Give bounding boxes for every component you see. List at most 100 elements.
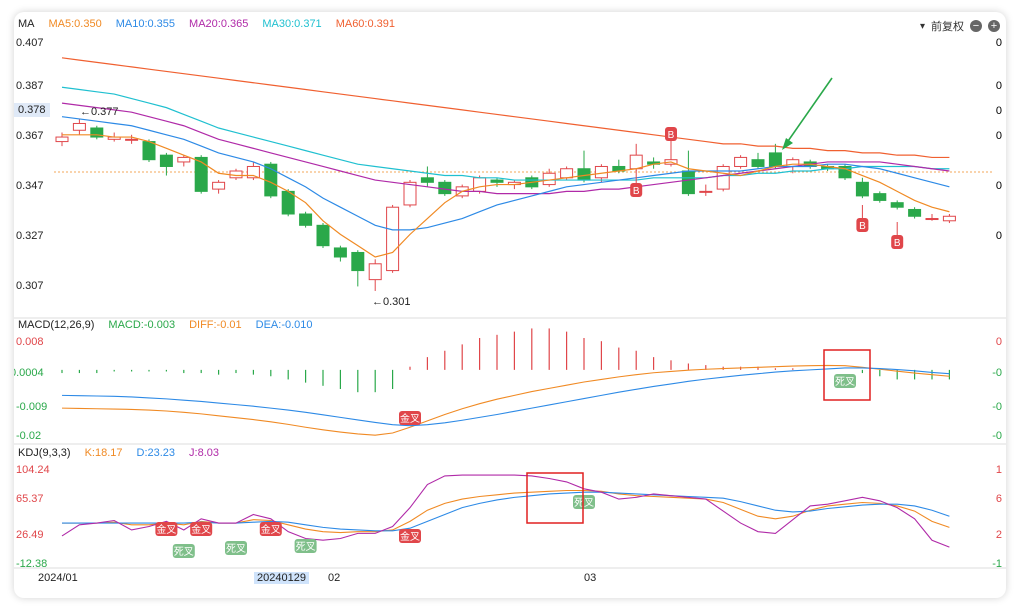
chevron-down-icon[interactable]: ▾ <box>919 20 925 32</box>
kdj-tick: 65.37 <box>16 493 44 505</box>
candle-body <box>908 208 922 217</box>
golden-cross-badge: 金叉 <box>191 523 211 536</box>
ma-legend-item: MA10:0.355 <box>115 18 176 30</box>
candle-body <box>716 165 730 190</box>
right-price-tick: 0 <box>995 80 1002 92</box>
candle-body <box>751 159 765 167</box>
golden-cross-badge: 金叉 <box>400 412 420 425</box>
right-price-tick: 0 <box>995 130 1002 142</box>
candle-body <box>403 181 417 206</box>
candle-body <box>159 154 173 167</box>
candle-body <box>55 136 69 143</box>
buy-signal-badge-bg <box>665 127 677 141</box>
golden-cross-badge-bg <box>399 411 421 425</box>
candle-body <box>873 193 887 201</box>
candle-body <box>194 156 208 192</box>
right-price-tick: 0 <box>995 105 1002 117</box>
right-kdj-tick: -1 <box>992 558 1002 570</box>
dead-cross-badge: 死叉 <box>226 543 246 555</box>
highlight-box <box>823 349 871 401</box>
macd-legend-label: MACD(12,26,9) <box>18 319 95 331</box>
candle-body <box>490 179 504 183</box>
candle-body <box>386 206 400 272</box>
high-annotation: ←0.377 <box>80 106 119 118</box>
candle-body <box>699 190 713 193</box>
j-line <box>61 474 950 548</box>
dea-line <box>61 367 950 427</box>
right-kdj-tick: 1 <box>995 464 1002 476</box>
macd-tick: 0.0004 <box>14 367 44 379</box>
candle-body <box>212 181 226 190</box>
candle-body <box>316 224 330 247</box>
candle-body <box>925 218 939 221</box>
candle-body <box>942 215 956 222</box>
candle-body <box>125 138 139 141</box>
right-macd-tick: -0 <box>992 367 1002 379</box>
candle-body <box>890 202 904 208</box>
price-adjust-select[interactable]: 前复权 <box>931 21 964 33</box>
buy-signal-badge: B <box>633 186 640 197</box>
macd-legend-item: MACD:-0.003 <box>108 319 176 331</box>
dead-cross-badge-bg <box>172 544 195 558</box>
kdj-legend-item: K:18.17 <box>84 447 123 459</box>
price-tick: 0.327 <box>16 230 44 242</box>
candle-body <box>681 170 695 195</box>
ma-legend-item: MA30:0.371 <box>262 18 322 30</box>
dead-cross-badge: 死叉 <box>296 541 316 553</box>
macd-tick: -0.02 <box>16 430 42 442</box>
chart-card: MA MA5:0.350 MA10:0.355 MA20:0.365 MA30:0.37… <box>14 12 1006 598</box>
candle-body <box>368 263 382 281</box>
candle-body <box>420 177 434 183</box>
macd-legend-item: DEA:-0.010 <box>255 319 313 331</box>
kdj-legend-item: D:23.23 <box>136 447 176 459</box>
price-tick: 0.347 <box>16 180 44 192</box>
candle-body <box>473 177 487 192</box>
x-tick: 03 <box>584 572 597 584</box>
diff-line <box>61 364 950 436</box>
buy-signal-badge-bg <box>630 183 643 197</box>
ma20-line <box>61 102 950 195</box>
golden-cross-badge-bg <box>190 522 213 536</box>
right-macd-tick: -0 <box>992 401 1002 413</box>
golden-cross-badge-bg <box>155 522 178 536</box>
kdj-legend-label: KDJ(9,3,3) <box>18 447 71 459</box>
macd-legend-item: DIFF:-0.01 <box>189 319 242 331</box>
golden-cross-badge: 金叉 <box>156 523 176 536</box>
macd-tick: -0.009 <box>16 401 48 413</box>
candle-body <box>838 165 852 179</box>
candle-body <box>734 156 748 167</box>
ma-legend-item: MA20:0.365 <box>189 18 249 30</box>
buy-signal-badge-bg <box>856 218 869 232</box>
right-kdj-tick: 2 <box>995 529 1002 541</box>
right-price-tick: 0 <box>995 37 1002 49</box>
candle-body <box>333 247 347 258</box>
candle-body <box>142 141 156 161</box>
golden-cross-badge-bg <box>259 522 282 536</box>
kdj-legend-item: J:8.03 <box>189 447 219 459</box>
right-macd-tick: 0 <box>995 336 1002 348</box>
buy-signal-badge-bg <box>891 235 904 249</box>
candle-body <box>246 165 260 179</box>
zoom-out-button[interactable]: − <box>970 20 982 32</box>
golden-cross-badge-bg <box>399 529 421 543</box>
right-kdj-tick: 6 <box>995 493 1002 505</box>
price-tick: 0.407 <box>16 37 44 49</box>
ma60-line <box>61 57 950 159</box>
dead-cross-badge: 死叉 <box>835 376 855 388</box>
ma-legend-item: MA60:0.391 <box>335 18 396 30</box>
macd-tick: 0.008 <box>16 336 44 348</box>
price-tick: 0.307 <box>16 280 44 292</box>
buy-signal-badge: B <box>668 130 675 141</box>
kdj-tick: -12.38 <box>16 558 48 570</box>
macd-legend: MACD(12,26,9) MACD:-0.003 DIFF:-0.01 DEA:-0… <box>18 319 325 331</box>
candle-body <box>72 122 86 131</box>
ma-legend-label: MA <box>18 18 35 30</box>
x-tick: 02 <box>328 572 341 584</box>
price-tick: 0.367 <box>16 130 44 142</box>
ma10-line <box>61 116 950 231</box>
chart-controls: ▾ 前复权 − + <box>920 18 1000 34</box>
zoom-in-button[interactable]: + <box>988 20 1000 32</box>
buy-signal-badge: B <box>894 238 901 249</box>
right-price-tick: 0 <box>995 230 1002 242</box>
